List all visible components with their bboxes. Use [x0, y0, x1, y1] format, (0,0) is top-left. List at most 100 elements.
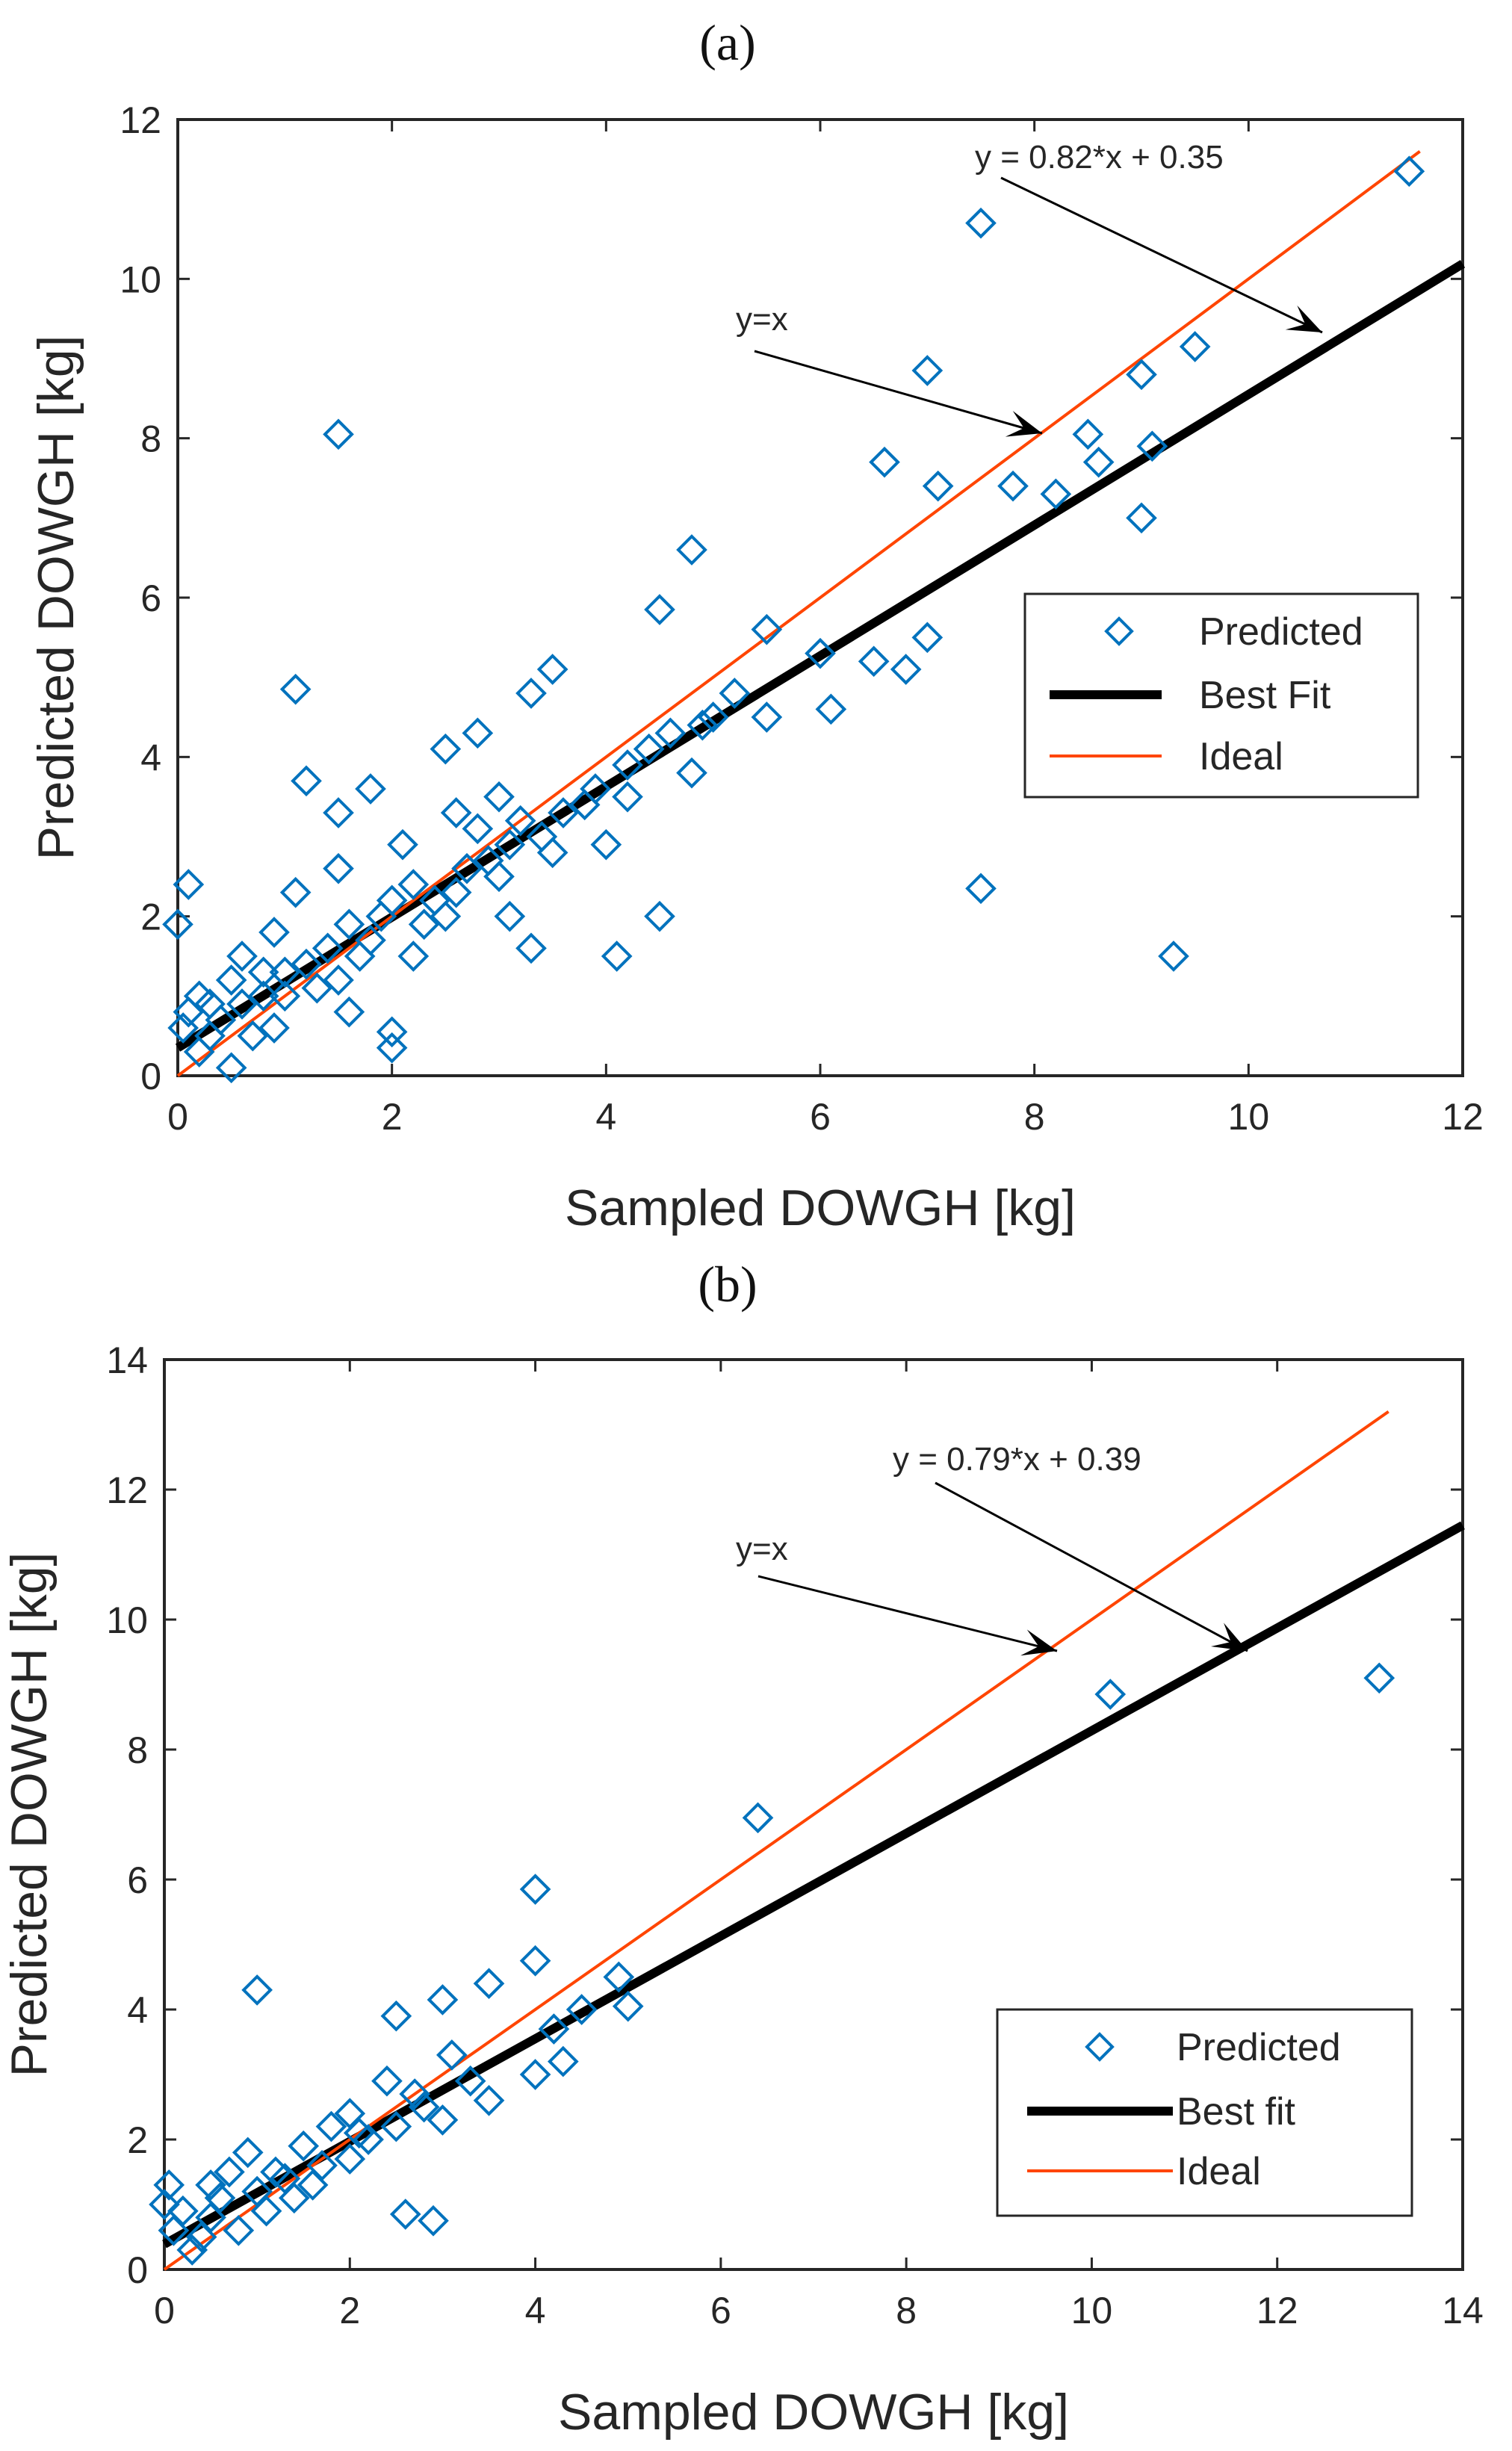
panel-a-data-point — [601, 941, 633, 972]
panel-b-xtick-label: 0 — [154, 2290, 175, 2331]
panel-a-data-point — [173, 869, 205, 900]
panel-b-data-point — [214, 2156, 245, 2188]
panel-a-equation-label: y = 0.82*x + 0.35 — [975, 139, 1224, 176]
panel-a-ticks: 0 2 4 6 8 10 12 0 2 4 6 8 10 12 — [120, 99, 1483, 1138]
panel-b-data-point — [260, 2156, 291, 2188]
panel-a-data-point — [536, 654, 568, 685]
panel-b-data-point — [612, 1990, 644, 2022]
panel-a-legend-label: Best Fit — [1199, 674, 1331, 717]
panel-a-xtick-label: 0 — [167, 1096, 188, 1138]
panel-a-data-point — [805, 637, 836, 669]
panel-b-legend-label: Best fit — [1177, 2090, 1295, 2134]
panel-b-data-point — [167, 2195, 199, 2227]
panel-a-label: (a) — [699, 14, 755, 71]
panel-a-ytick-label: 6 — [140, 577, 161, 619]
panel-a-data-point — [258, 917, 290, 948]
panel-b-data-point — [603, 1961, 635, 1993]
panel-b-data-point — [418, 2204, 449, 2237]
panel-a-data-point — [430, 733, 462, 765]
panel-a-data-point — [612, 781, 643, 813]
panel-b-data-point — [223, 2214, 255, 2246]
panel-a-data-point — [1136, 430, 1168, 462]
panel-a-data-point — [494, 900, 526, 932]
panel-a-equation-arrow-shaft — [1000, 176, 1323, 334]
panel-a-data-point — [333, 908, 365, 941]
panel-b-legend-label: Ideal — [1177, 2150, 1261, 2193]
panel-b-legend-label: Predicted — [1177, 2026, 1341, 2069]
panel-a-data-point — [1393, 155, 1425, 188]
panel-a-legend-label: Predicted — [1199, 610, 1363, 654]
panel-a-data-point — [323, 964, 354, 996]
panel-a-data-point — [301, 972, 333, 1004]
panel-a-data-point — [312, 932, 344, 964]
panel-b-annotations: y = 0.79*x + 0.39 y=x — [736, 1441, 1248, 1656]
panel-a-ytick-label: 8 — [140, 418, 161, 460]
panel-b-data-point — [1363, 1662, 1395, 1694]
panel-b-label: (b) — [698, 1256, 757, 1313]
panel-b-data-point — [454, 2065, 486, 2097]
panel-b-data-point — [566, 1994, 598, 2025]
panel-a-data-point — [526, 821, 558, 852]
panel-a-data-point — [291, 948, 322, 980]
panel-b-legend-marker-predicted — [1085, 2032, 1115, 2062]
panel-b-data-point — [297, 2169, 329, 2201]
panel-a-legend: Predicted Best Fit Ideal — [1023, 592, 1419, 799]
panel-a-data-point — [440, 797, 472, 828]
panel-a-ytick-label: 4 — [140, 737, 161, 778]
panel-a-data-point — [291, 765, 322, 797]
panel-b-legend: Predicted Best fit Ideal — [996, 2008, 1413, 2217]
panel-b: (b) 0 2 4 6 8 10 12 14 0 2 4 6 8 10 12 14 y = 0.79*x + … — [1, 1256, 1484, 2441]
panel-a-y-axis-label: Predicted DOWGH [kg] — [28, 335, 84, 861]
panel-a-data-point — [751, 701, 783, 733]
panel-b-ytick-label: 0 — [127, 2249, 148, 2291]
panel-b-ytick-label: 2 — [127, 2119, 148, 2161]
panel-a-data-point — [612, 749, 643, 781]
panel-a-data-point — [408, 908, 440, 941]
panel-b-data-point — [380, 2000, 412, 2032]
panel-b-xtick-label: 4 — [525, 2290, 546, 2331]
panel-a-data-point — [215, 1052, 247, 1084]
panel-a-data-point — [205, 1004, 237, 1036]
panel-a-data-point — [687, 709, 719, 741]
panel-a-data-point — [397, 941, 430, 972]
panel-b-bestfit-line — [162, 1521, 1465, 2249]
panel-a-data-point — [654, 717, 687, 749]
panel-b-xtick-label: 6 — [710, 2290, 731, 2331]
panel-a-data-point — [269, 956, 301, 988]
panel-b-xtick-label: 14 — [1442, 2290, 1484, 2331]
panel-a-data-point — [397, 869, 430, 900]
panel-b-ytick-label: 12 — [106, 1469, 148, 1511]
panel-a-data-point — [1082, 446, 1115, 478]
panel-b-data-point — [399, 2078, 431, 2110]
panel-b-data-point — [153, 2169, 185, 2201]
panel-a-annotations: y = 0.82*x + 0.35 y=x — [736, 139, 1323, 437]
panel-b-data-point — [436, 2039, 468, 2071]
panel-a-points — [162, 155, 1425, 1084]
panel-a-data-point — [965, 207, 997, 239]
panel-a-data-point — [162, 908, 193, 941]
panel-a-data-point — [922, 470, 954, 502]
panel-a-data-point — [515, 678, 547, 709]
panel-a-data-point — [226, 941, 258, 972]
panel-a-data-point — [247, 980, 279, 1012]
panel-a-data-point — [1179, 331, 1211, 362]
panel-b-equation-arrow-shaft — [935, 1481, 1248, 1652]
panel-b-data-point — [149, 2189, 180, 2220]
panel-b-data-point — [250, 2195, 282, 2227]
panel-b-data-point — [371, 2065, 403, 2097]
panel-a-data-point — [237, 1020, 269, 1052]
panel-b-data-point — [1094, 1679, 1127, 1710]
panel-b-points — [149, 1662, 1395, 2266]
panel-a-data-point — [365, 900, 397, 932]
panel-a-data-point — [323, 852, 354, 884]
panel-b-data-point — [241, 1974, 273, 2006]
panel-b-data-point — [519, 2059, 551, 2090]
panel-b-x-axis-label: Sampled DOWGH [kg] — [558, 2384, 1069, 2441]
panel-a-data-point — [376, 1032, 408, 1064]
panel-a-data-point — [644, 594, 675, 625]
panel-b-xtick-label: 12 — [1257, 2290, 1298, 2331]
panel-a-ytick-label: 12 — [120, 99, 161, 141]
panel-b-data-point — [315, 2110, 347, 2142]
panel-a-data-point — [911, 622, 944, 654]
panel-a-data-point — [965, 873, 997, 905]
